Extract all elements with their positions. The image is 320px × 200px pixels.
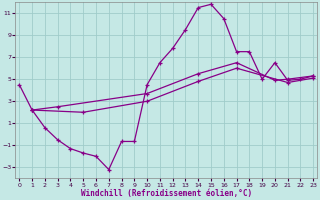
X-axis label: Windchill (Refroidissement éolien,°C): Windchill (Refroidissement éolien,°C) xyxy=(81,189,252,198)
